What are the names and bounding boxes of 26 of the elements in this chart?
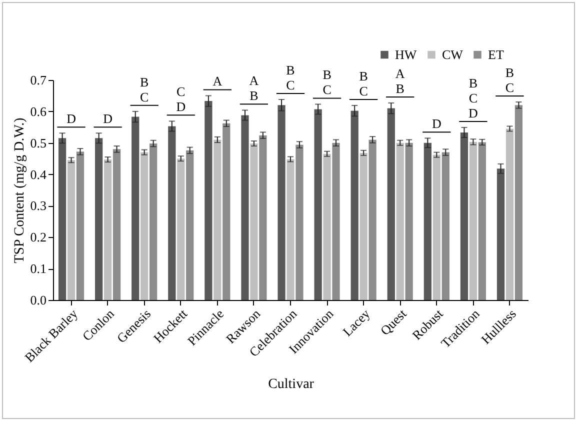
annotation: C D <box>176 84 186 114</box>
annotation: A <box>212 74 223 89</box>
annotation: D <box>432 116 442 132</box>
y-tick-label: 0.7 <box>30 72 47 88</box>
x-axis-title: Cultivar <box>268 376 314 392</box>
y-tick-label: 0.5 <box>30 135 46 150</box>
annotation: A B <box>249 73 260 104</box>
y-tick-label: 0.0 <box>30 292 46 308</box>
y-tick-label: 0.4 <box>30 166 47 182</box>
annotation: B C <box>359 68 368 98</box>
y-tick-label: 0.1 <box>30 261 46 276</box>
legend-label: ET <box>488 46 504 62</box>
y-tick-label: 0.3 <box>30 198 46 214</box>
annotation: B C <box>322 67 332 98</box>
y-axis-title: TSP Content (mg/g D.W.) <box>12 117 28 264</box>
y-tick-label: 0.2 <box>30 230 46 245</box>
annotation: B C <box>505 65 514 95</box>
annotation: A B <box>395 66 406 96</box>
annotation: D <box>103 111 113 126</box>
y-tick-label: 0.6 <box>30 104 47 119</box>
annotation: D <box>66 111 76 126</box>
annotation: B C <box>140 74 150 104</box>
legend-label: CW <box>442 46 464 62</box>
annotation: B C <box>286 62 296 92</box>
annotation: B C D <box>468 75 478 120</box>
legend-label: HW <box>395 46 418 62</box>
